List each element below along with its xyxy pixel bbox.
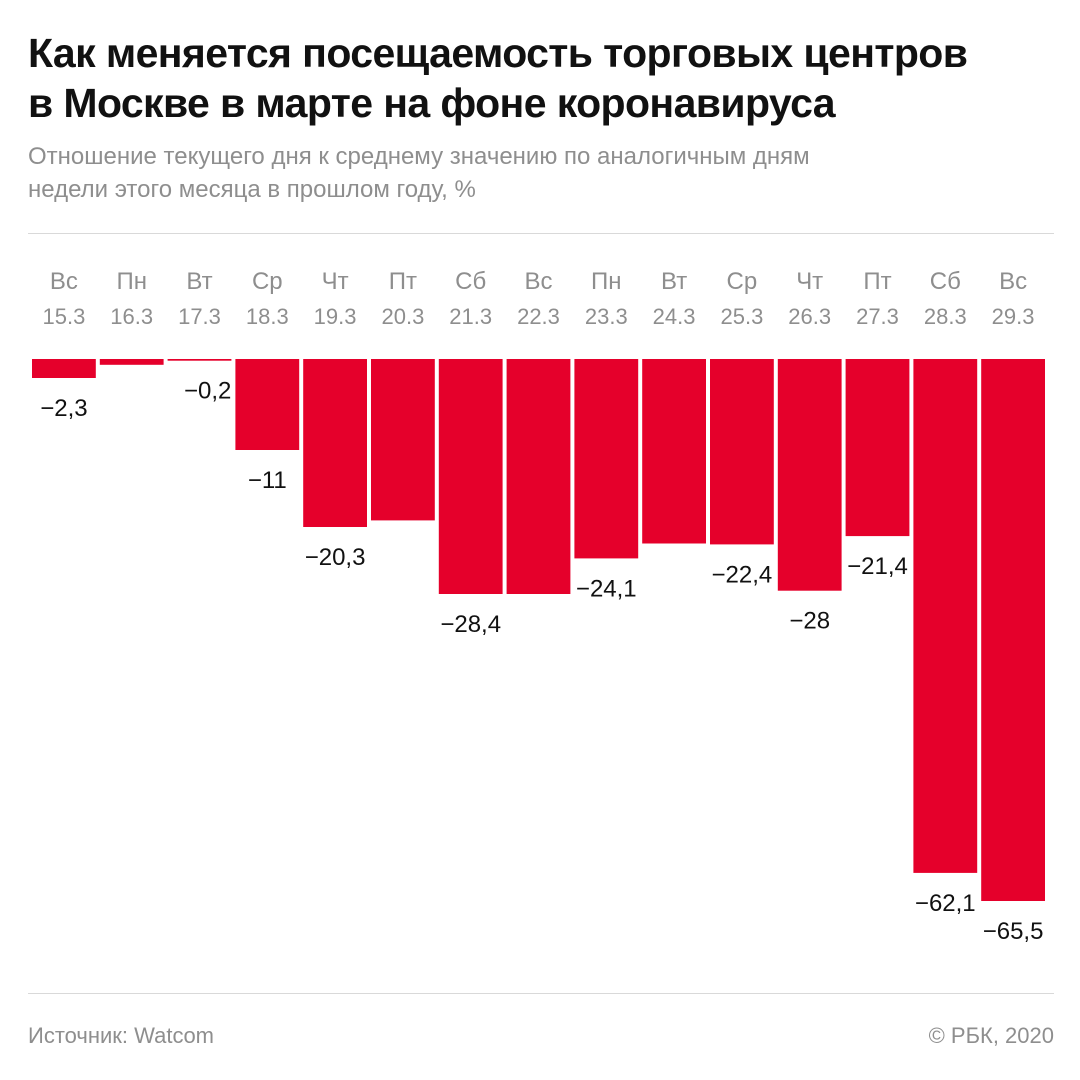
x-tick-day: Пт (389, 268, 417, 295)
data-label: −65,5 (983, 918, 1044, 945)
x-tick-date: 18.3 (246, 304, 289, 329)
x-tick-date: 26.3 (788, 304, 831, 329)
x-tick-day: Чт (322, 268, 349, 295)
x-tick-day: Вс (524, 268, 552, 295)
x-tick-day: Вт (661, 268, 687, 295)
chart-title-line-2: в Москве в марте на фоне коронавируса (28, 80, 836, 126)
bar (710, 359, 774, 545)
x-tick-date: 19.3 (314, 304, 357, 329)
bar (981, 359, 1045, 901)
data-label: −11 (248, 467, 287, 494)
source-note: Источник: Watcom (28, 1023, 215, 1048)
data-label: −28 (789, 608, 830, 635)
bar (99, 359, 164, 365)
bar (303, 359, 367, 527)
bar (642, 359, 706, 544)
data-label: −21,4 (847, 553, 908, 580)
x-tick-date: 28.3 (924, 304, 967, 329)
bar (913, 359, 978, 873)
x-tick-day: Вс (999, 268, 1027, 295)
x-tick-date: 22.3 (517, 304, 560, 329)
bar (167, 359, 232, 361)
bar (235, 359, 300, 450)
x-tick-day: Ср (727, 268, 758, 295)
x-tick-date: 16.3 (110, 304, 153, 329)
x-tick-date: 29.3 (992, 304, 1035, 329)
data-label: −22,4 (712, 561, 773, 588)
top-divider (28, 233, 1054, 234)
bottom-divider (28, 993, 1054, 994)
x-tick-day: Чт (796, 268, 823, 295)
x-tick-day: Ср (252, 268, 283, 295)
chart-subtitle: Отношение текущего дня к среднему значен… (28, 140, 1048, 206)
x-tick-date: 21.3 (449, 304, 492, 329)
x-tick-date: 20.3 (381, 304, 424, 329)
chart-title-line-1: Как меняется посещаемость торговых центр… (28, 30, 968, 76)
x-tick-date: 24.3 (653, 304, 696, 329)
x-tick-date: 23.3 (585, 304, 628, 329)
x-tick-day: Пт (863, 268, 891, 295)
bar (845, 359, 910, 537)
data-label: −24,1 (576, 575, 637, 602)
bar (371, 359, 435, 521)
x-tick-day: Пн (116, 268, 147, 295)
bar (438, 359, 503, 594)
bar (777, 359, 842, 591)
data-label: −20,3 (305, 544, 366, 571)
x-tick-day: Сб (930, 268, 961, 295)
chart-title: Как меняется посещаемость торговых центр… (28, 28, 1048, 128)
data-label: −0,2 (184, 378, 231, 405)
x-tick-date: 25.3 (720, 304, 763, 329)
x-tick-day: Вс (50, 268, 78, 295)
x-tick-date: 27.3 (856, 304, 899, 329)
x-tick-day: Вт (186, 268, 212, 295)
chart-subtitle-line-1: Отношение текущего дня к среднему значен… (28, 143, 810, 170)
x-tick-day: Сб (455, 268, 486, 295)
bar (32, 359, 96, 378)
x-tick-date: 15.3 (42, 304, 85, 329)
data-label: −2,3 (40, 395, 87, 422)
copyright-note: © РБК, 2020 (928, 1023, 1054, 1048)
bar (506, 359, 571, 594)
bar (574, 359, 639, 559)
x-tick-date: 17.3 (178, 304, 221, 329)
chart-subtitle-line-2: недели этого месяца в прошлом году, % (28, 176, 476, 203)
data-label: −62,1 (915, 890, 976, 917)
x-tick-day: Пн (591, 268, 622, 295)
data-label: −28,4 (440, 611, 501, 638)
